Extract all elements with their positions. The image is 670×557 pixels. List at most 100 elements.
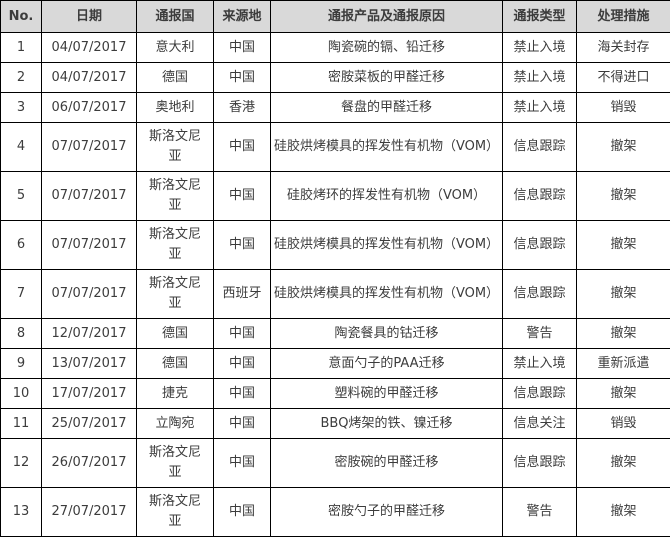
cell-country: 德国 [136, 318, 214, 349]
cell-measure: 撤架 [576, 220, 670, 270]
cell-type: 警告 [502, 487, 577, 537]
cell-date: 17/07/2017 [41, 378, 137, 409]
cell-product: 餐盘的甲醛迁移 [270, 92, 503, 123]
cell-country: 斯洛文尼亚 [136, 122, 214, 172]
column-header-country: 通报国 [136, 0, 214, 33]
cell-no: 11 [0, 408, 42, 439]
cell-no: 9 [0, 348, 42, 379]
cell-measure: 不得进口 [576, 62, 670, 93]
table-row: 7 07/07/2017 斯洛文尼亚 西班牙 硅胶烘烤模具的挥发性有机物（VOM） 信息跟… [0, 269, 670, 319]
cell-origin: 中国 [213, 438, 271, 488]
cell-measure: 撤架 [576, 487, 670, 537]
cell-type: 禁止入境 [502, 348, 577, 379]
cell-country: 斯洛文尼亚 [136, 269, 214, 319]
cell-measure: 撤架 [576, 122, 670, 172]
cell-measure: 撤架 [576, 269, 670, 319]
cell-type: 信息跟踪 [502, 269, 577, 319]
cell-origin: 中国 [213, 487, 271, 537]
cell-type: 禁止入境 [502, 92, 577, 123]
cell-product: 硅胶烘烤模具的挥发性有机物（VOM） [270, 269, 503, 319]
cell-no: 6 [0, 220, 42, 270]
table-row: 4 07/07/2017 斯洛文尼亚 中国 硅胶烘烤模具的挥发性有机物（VOM） 信息跟踪… [0, 122, 670, 172]
cell-no: 2 [0, 62, 42, 93]
cell-country: 斯洛文尼亚 [136, 171, 214, 221]
cell-measure: 撤架 [576, 438, 670, 488]
table-row: 5 07/07/2017 斯洛文尼亚 中国 硅胶烤环的挥发性有机物（VOM） 信息跟踪 撤架 [0, 171, 670, 221]
cell-date: 27/07/2017 [41, 487, 137, 537]
cell-type: 信息跟踪 [502, 171, 577, 221]
cell-origin: 香港 [213, 92, 271, 123]
cell-date: 13/07/2017 [41, 348, 137, 379]
cell-product: 塑料碗的甲醛迁移 [270, 378, 503, 409]
column-header-product: 通报产品及通报原因 [270, 0, 503, 33]
cell-type: 警告 [502, 318, 577, 349]
column-header-type: 通报类型 [502, 0, 577, 33]
cell-origin: 中国 [213, 348, 271, 379]
cell-measure: 撤架 [576, 171, 670, 221]
cell-origin: 中国 [213, 408, 271, 439]
cell-measure: 撤架 [576, 318, 670, 349]
column-header-origin: 来源地 [213, 0, 271, 33]
cell-date: 12/07/2017 [41, 318, 137, 349]
cell-no: 12 [0, 438, 42, 488]
cell-country: 斯洛文尼亚 [136, 438, 214, 488]
cell-measure: 销毁 [576, 92, 670, 123]
table-row: 6 07/07/2017 斯洛文尼亚 中国 硅胶烘烤模具的挥发性有机物（VOM） 信息跟踪… [0, 220, 670, 270]
table-body: 1 04/07/2017 意大利 中国 陶瓷碗的镉、铅迁移 禁止入境 海关封存 2 04/07/… [0, 32, 670, 537]
table-row: 12 26/07/2017 斯洛文尼亚 中国 密胺碗的甲醛迁移 信息跟踪 撤架 [0, 438, 670, 488]
notification-table: No. 日期 通报国 来源地 通报产品及通报原因 通报类型 处理措施 1 04/07/2017… [0, 0, 670, 537]
cell-date: 07/07/2017 [41, 269, 137, 319]
cell-date: 07/07/2017 [41, 171, 137, 221]
cell-no: 7 [0, 269, 42, 319]
cell-country: 捷克 [136, 378, 214, 409]
cell-date: 26/07/2017 [41, 438, 137, 488]
cell-measure: 撤架 [576, 378, 670, 409]
cell-country: 斯洛文尼亚 [136, 487, 214, 537]
column-header-no: No. [0, 0, 42, 33]
cell-product: 硅胶烘烤模具的挥发性有机物（VOM） [270, 122, 503, 172]
table-row: 1 04/07/2017 意大利 中国 陶瓷碗的镉、铅迁移 禁止入境 海关封存 [0, 32, 670, 63]
column-header-measure: 处理措施 [576, 0, 670, 33]
cell-date: 04/07/2017 [41, 32, 137, 63]
cell-country: 德国 [136, 62, 214, 93]
cell-type: 信息跟踪 [502, 220, 577, 270]
table-row: 13 27/07/2017 斯洛文尼亚 中国 密胺勺子的甲醛迁移 警告 撤架 [0, 487, 670, 537]
cell-type: 信息跟踪 [502, 438, 577, 488]
table-row: 9 13/07/2017 德国 中国 意面勺子的PAA迁移 禁止入境 重新派遣 [0, 348, 670, 379]
cell-measure: 海关封存 [576, 32, 670, 63]
header-row: No. 日期 通报国 来源地 通报产品及通报原因 通报类型 处理措施 [0, 0, 670, 33]
cell-type: 信息跟踪 [502, 378, 577, 409]
cell-origin: 中国 [213, 220, 271, 270]
cell-product: 密胺菜板的甲醛迁移 [270, 62, 503, 93]
table-row: 10 17/07/2017 捷克 中国 塑料碗的甲醛迁移 信息跟踪 撤架 [0, 378, 670, 409]
cell-measure: 销毁 [576, 408, 670, 439]
cell-measure: 重新派遣 [576, 348, 670, 379]
cell-product: 陶瓷碗的镉、铅迁移 [270, 32, 503, 63]
cell-product: BBQ烤架的铁、镍迁移 [270, 408, 503, 439]
cell-no: 4 [0, 122, 42, 172]
cell-origin: 中国 [213, 32, 271, 63]
cell-country: 斯洛文尼亚 [136, 220, 214, 270]
cell-country: 奥地利 [136, 92, 214, 123]
table-row: 3 06/07/2017 奥地利 香港 餐盘的甲醛迁移 禁止入境 销毁 [0, 92, 670, 123]
cell-type: 禁止入境 [502, 32, 577, 63]
cell-product: 硅胶烤环的挥发性有机物（VOM） [270, 171, 503, 221]
cell-product: 陶瓷餐具的钴迁移 [270, 318, 503, 349]
cell-country: 德国 [136, 348, 214, 379]
cell-origin: 中国 [213, 171, 271, 221]
cell-origin: 中国 [213, 378, 271, 409]
cell-type: 信息跟踪 [502, 122, 577, 172]
table-row: 8 12/07/2017 德国 中国 陶瓷餐具的钴迁移 警告 撤架 [0, 318, 670, 349]
cell-product: 密胺碗的甲醛迁移 [270, 438, 503, 488]
cell-no: 3 [0, 92, 42, 123]
cell-country: 意大利 [136, 32, 214, 63]
cell-date: 25/07/2017 [41, 408, 137, 439]
cell-type: 禁止入境 [502, 62, 577, 93]
cell-origin: 西班牙 [213, 269, 271, 319]
cell-no: 10 [0, 378, 42, 409]
table-row: 11 25/07/2017 立陶宛 中国 BBQ烤架的铁、镍迁移 信息关注 销毁 [0, 408, 670, 439]
cell-date: 07/07/2017 [41, 220, 137, 270]
cell-type: 信息关注 [502, 408, 577, 439]
cell-origin: 中国 [213, 122, 271, 172]
